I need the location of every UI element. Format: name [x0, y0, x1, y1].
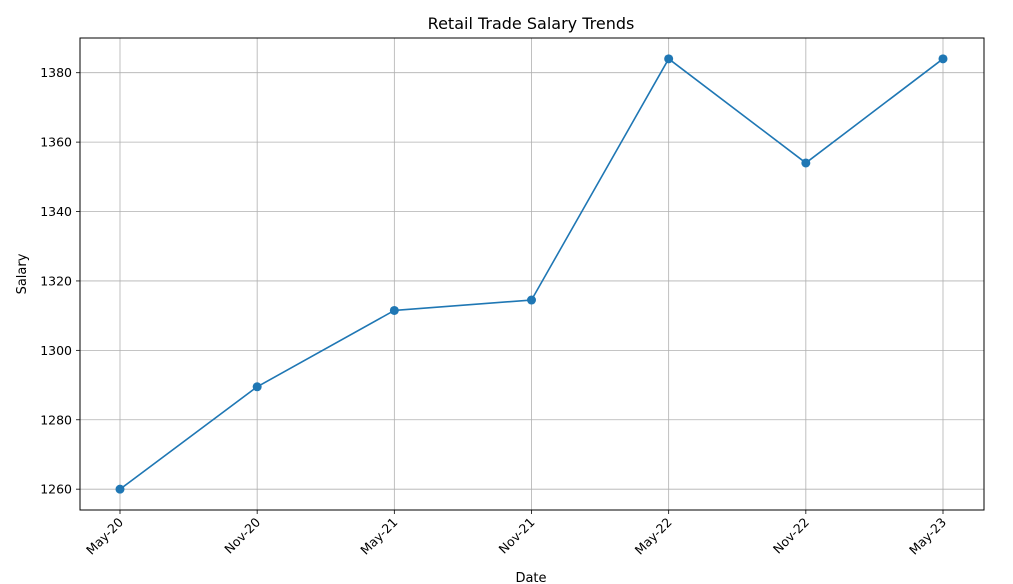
series-layer — [115, 54, 948, 494]
y-tick-label: 1300 — [40, 343, 72, 358]
data-point — [801, 158, 811, 168]
y-tick-label: 1320 — [40, 273, 72, 288]
y-tick-label: 1340 — [40, 204, 72, 219]
data-point — [252, 382, 262, 392]
y-tick-label: 1360 — [40, 135, 72, 150]
y-tick-label: 1260 — [40, 482, 72, 497]
y-tick-label: 1380 — [40, 65, 72, 80]
data-point — [527, 295, 536, 305]
data-point — [664, 54, 674, 64]
y-tick-label: 1280 — [40, 412, 72, 427]
data-point — [938, 54, 948, 64]
y-axis-label: Salary — [15, 253, 30, 294]
plot-area-frame — [79, 37, 985, 511]
data-point — [115, 484, 125, 494]
x-axis-label: Date — [515, 571, 546, 584]
y-axis-ticks: 1260 1280 1300 1320 1340 1360 1380 — [40, 65, 80, 497]
data-point — [389, 305, 399, 315]
chart-title: Retail Trade Salary Trends — [428, 14, 635, 33]
